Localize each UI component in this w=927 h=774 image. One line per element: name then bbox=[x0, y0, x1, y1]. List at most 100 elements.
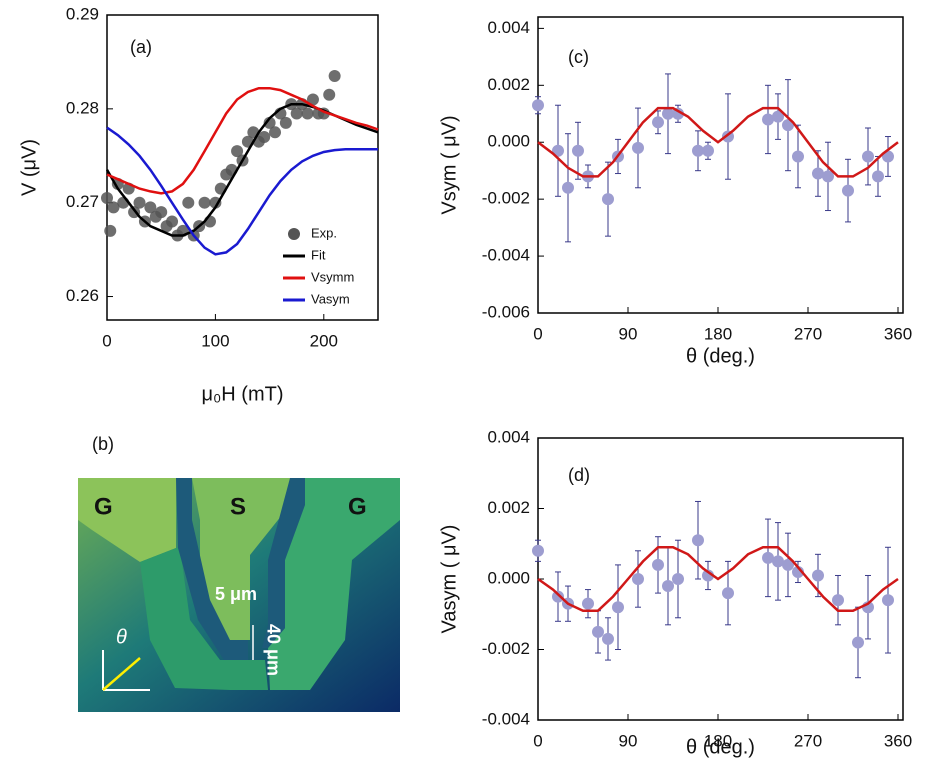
data-point bbox=[532, 99, 544, 112]
ground-pad bbox=[78, 478, 176, 562]
data-point bbox=[104, 224, 117, 237]
x-tick-label: 270 bbox=[794, 731, 822, 750]
legend-label: Vasym bbox=[311, 291, 350, 306]
data-point bbox=[662, 107, 674, 120]
data-point bbox=[812, 569, 824, 582]
legend-label: Exp. bbox=[311, 225, 337, 240]
data-point bbox=[101, 192, 113, 204]
data-point bbox=[263, 116, 276, 129]
data-point bbox=[198, 196, 211, 209]
legend-label: Vsymm bbox=[311, 269, 354, 284]
x-tick-label: 180 bbox=[704, 731, 732, 750]
fit-line bbox=[106, 86, 379, 195]
data-point bbox=[144, 201, 157, 214]
angle-label: θ bbox=[116, 626, 127, 648]
legend-swatch bbox=[288, 228, 300, 240]
x-tick-label: 90 bbox=[619, 324, 638, 343]
data-point bbox=[592, 625, 604, 638]
data-point bbox=[269, 126, 282, 139]
y-tick-label: -0.002 bbox=[482, 639, 530, 658]
data-point bbox=[323, 88, 336, 101]
y-tick-label: 0.004 bbox=[487, 18, 530, 37]
data-point bbox=[852, 636, 864, 649]
data-point bbox=[632, 573, 644, 585]
y-tick-label: -0.002 bbox=[482, 189, 530, 208]
x-tick-label: 360 bbox=[884, 731, 912, 750]
data-point bbox=[652, 116, 664, 129]
data-point bbox=[792, 150, 804, 163]
data-point bbox=[782, 119, 794, 132]
data-point bbox=[812, 167, 824, 180]
fit-line bbox=[105, 102, 379, 237]
y-tick-label: 0.002 bbox=[487, 498, 530, 517]
data-point bbox=[602, 193, 614, 206]
y-tick-label: 0.29 bbox=[66, 4, 99, 23]
data-point bbox=[772, 110, 784, 123]
data-point bbox=[662, 580, 674, 593]
x-tick-label: 100 bbox=[201, 331, 229, 350]
y-tick-label: 0.27 bbox=[66, 192, 99, 211]
fit-line bbox=[537, 106, 899, 178]
data-point bbox=[532, 544, 544, 557]
data-point bbox=[562, 181, 574, 194]
data-point bbox=[822, 170, 834, 183]
plot-frame bbox=[537, 16, 904, 314]
data-point bbox=[762, 113, 774, 126]
data-point bbox=[290, 107, 303, 120]
plot-frame bbox=[537, 437, 904, 721]
data-point bbox=[702, 569, 714, 582]
data-point bbox=[612, 601, 624, 614]
x-axis-label: μ₀H (mT) bbox=[201, 383, 283, 405]
y-tick-label: 0.28 bbox=[66, 98, 99, 117]
data-point bbox=[762, 551, 774, 564]
data-point bbox=[722, 587, 734, 600]
pad-label: G bbox=[348, 493, 367, 520]
data-point bbox=[155, 206, 168, 219]
data-point bbox=[182, 196, 195, 209]
legend-label: Fit bbox=[311, 247, 326, 262]
data-point bbox=[672, 573, 684, 585]
fit-line bbox=[106, 126, 378, 256]
x-tick-label: 90 bbox=[619, 731, 638, 750]
y-tick-label: -0.004 bbox=[482, 709, 530, 728]
gap bbox=[176, 478, 248, 660]
pad-label: S bbox=[230, 493, 246, 520]
x-tick-label: 180 bbox=[704, 324, 732, 343]
panel-label: (b) bbox=[92, 434, 114, 454]
data-point bbox=[279, 116, 292, 129]
data-point bbox=[231, 145, 244, 158]
x-tick-label: 270 bbox=[794, 324, 822, 343]
data-point bbox=[832, 594, 844, 607]
data-point bbox=[552, 144, 564, 157]
data-point bbox=[692, 534, 704, 547]
x-tick-label: 0 bbox=[533, 731, 542, 750]
data-point bbox=[632, 141, 644, 154]
data-point bbox=[552, 590, 564, 603]
panel-label: (a) bbox=[130, 37, 152, 57]
x-tick-label: 0 bbox=[533, 324, 542, 343]
x-axis-label: θ (deg.) bbox=[686, 345, 755, 367]
plot-area bbox=[101, 70, 379, 256]
y-tick-label: 0.000 bbox=[487, 132, 530, 151]
x-tick-label: 0 bbox=[102, 331, 111, 350]
data-point bbox=[258, 131, 271, 143]
data-point bbox=[862, 150, 874, 163]
data-point bbox=[133, 196, 146, 209]
data-point bbox=[772, 555, 784, 568]
y-axis-label: Vasym ( μV) bbox=[438, 525, 460, 634]
x-tick-label: 200 bbox=[310, 331, 338, 350]
data-point bbox=[692, 144, 704, 157]
y-tick-label: 0.26 bbox=[66, 286, 99, 305]
data-point bbox=[882, 594, 894, 607]
y-axis-label: V (μV) bbox=[18, 139, 40, 196]
y-tick-label: 0.004 bbox=[487, 427, 530, 446]
ground-pad bbox=[268, 478, 400, 690]
y-tick-label: 0.002 bbox=[487, 75, 530, 94]
plot-area bbox=[532, 73, 899, 243]
data-point bbox=[582, 597, 594, 610]
data-point bbox=[872, 170, 884, 183]
data-point bbox=[702, 144, 714, 157]
gap-label: 5 μm bbox=[215, 584, 257, 604]
panel-label: (d) bbox=[568, 465, 590, 485]
